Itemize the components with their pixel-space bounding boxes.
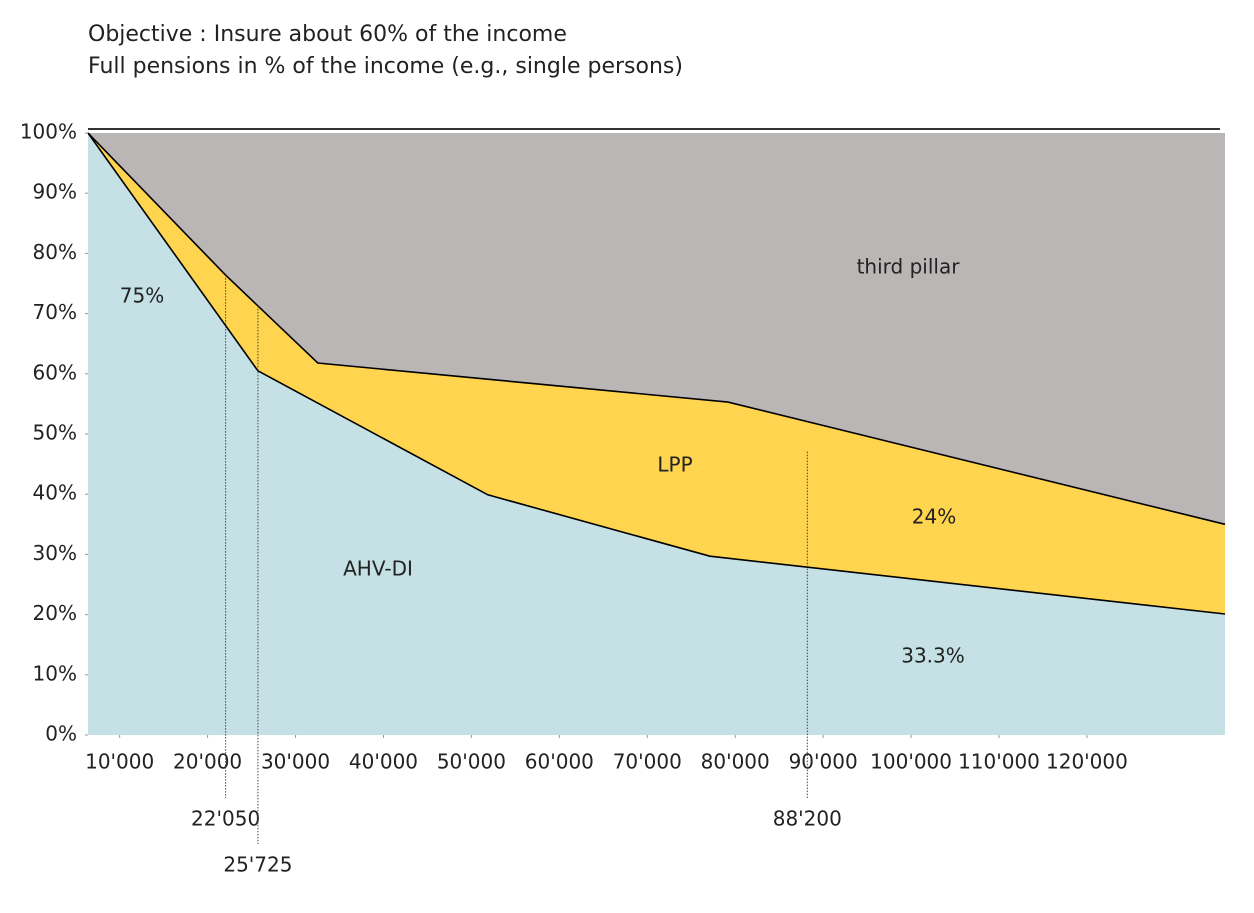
area-fill bbox=[88, 133, 1225, 614]
y-tick-label: 60% bbox=[33, 360, 77, 384]
y-tick-label: 50% bbox=[33, 421, 77, 445]
y-tick-label: 0% bbox=[45, 722, 77, 746]
y-tick-label: 20% bbox=[33, 601, 77, 625]
line bbox=[87, 132, 1226, 615]
x-tick-label: 40'000 bbox=[349, 750, 418, 774]
area-label: AHV-DI bbox=[343, 557, 413, 581]
x-tick-label: 10'000 bbox=[85, 750, 154, 774]
x-tick-label: 50'000 bbox=[437, 750, 506, 774]
y-tick-label: 10% bbox=[33, 661, 77, 685]
marker-label: 88'200 bbox=[773, 807, 842, 831]
y-tick-label: 100% bbox=[20, 120, 77, 144]
chart-subtitle: Full pensions in % of the income (e.g., … bbox=[88, 54, 683, 79]
marker-label: 22'050 bbox=[191, 807, 260, 831]
area-label: third pillar bbox=[857, 255, 961, 279]
x-tick-label: 70'000 bbox=[613, 750, 682, 774]
x-tick-label: 120'000 bbox=[1046, 750, 1128, 774]
x-tick-label: 30'000 bbox=[261, 750, 330, 774]
annotation: 33.3% bbox=[901, 644, 965, 668]
area-fill bbox=[88, 133, 1225, 525]
annotation: 24% bbox=[912, 505, 956, 529]
line bbox=[87, 132, 1226, 526]
x-tick-label: 90'000 bbox=[789, 750, 858, 774]
x-tick-label: 110'000 bbox=[958, 750, 1040, 774]
y-tick-label: 90% bbox=[33, 180, 77, 204]
marker-label: 25'725 bbox=[223, 853, 292, 877]
y-tick-label: 80% bbox=[33, 240, 77, 264]
x-tick-label: 100'000 bbox=[870, 750, 952, 774]
area-fill bbox=[88, 133, 1225, 735]
area-label: LPP bbox=[657, 453, 692, 477]
annotation: 75% bbox=[120, 284, 164, 308]
x-tick-label: 60'000 bbox=[525, 750, 594, 774]
x-tick-label: 20'000 bbox=[173, 750, 242, 774]
x-tick-label: 80'000 bbox=[701, 750, 770, 774]
y-tick-label: 30% bbox=[33, 541, 77, 565]
y-tick-label: 70% bbox=[33, 300, 77, 324]
y-tick-label: 40% bbox=[33, 481, 77, 505]
chart-title: Objective : Insure about 60% of the inco… bbox=[88, 22, 567, 47]
